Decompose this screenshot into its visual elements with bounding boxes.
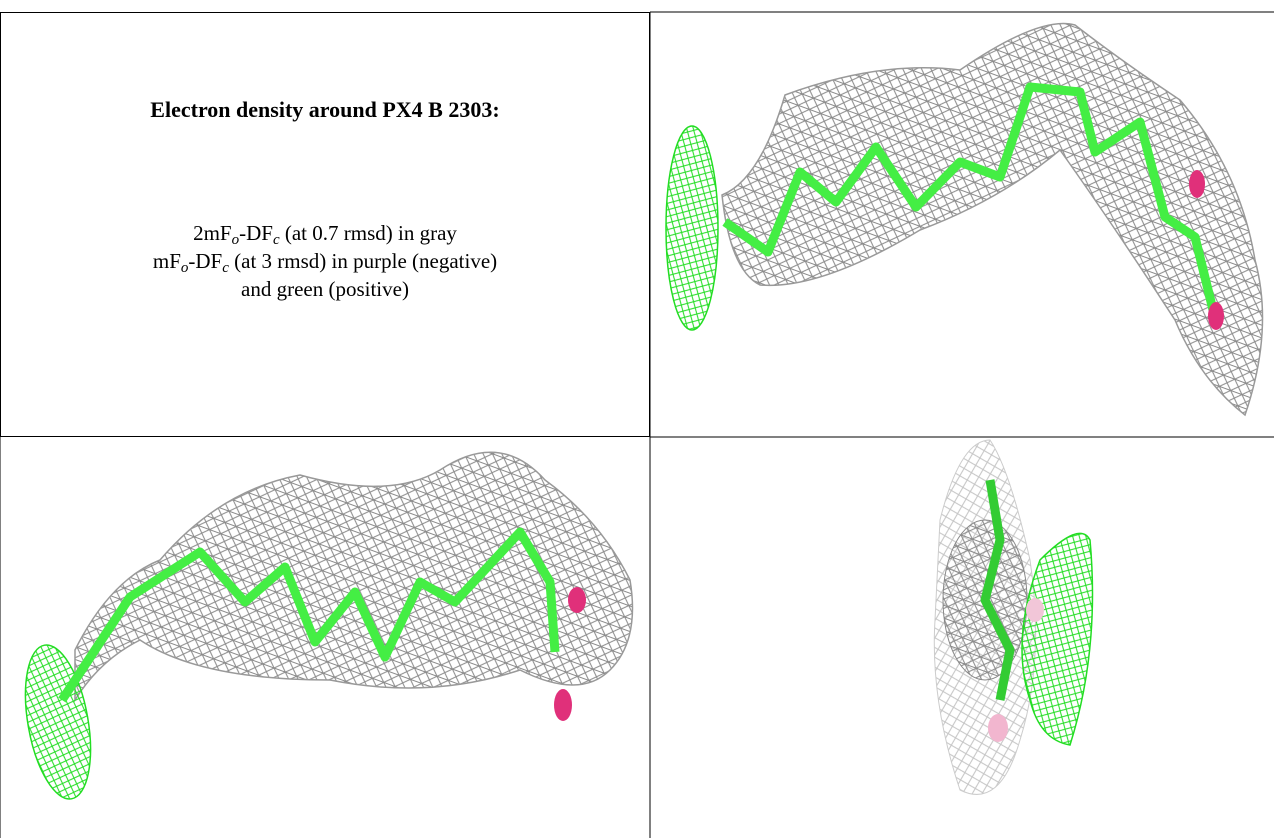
text-cell: Electron density around PX4 B 2303: 2mFo… <box>0 12 650 437</box>
text: mF <box>153 249 181 273</box>
oxygen-atom <box>988 714 1008 742</box>
caption-line: mFo-DFc (at 3 rmsd) in purple (negative) <box>1 247 649 275</box>
caption-line: 2mFo-DFc (at 0.7 rmsd) in gray <box>1 219 649 247</box>
text: (at 0.7 rmsd) in gray <box>280 221 457 245</box>
caption-line: and green (positive) <box>1 275 649 303</box>
oxygen-atom <box>554 689 572 721</box>
text: -DF <box>188 249 222 273</box>
text: (at 3 rmsd) in purple (negative) <box>229 249 497 273</box>
density-view-2 <box>15 452 633 804</box>
text: 2mF <box>193 221 232 245</box>
caption: 2mFo-DFc (at 0.7 rmsd) in gray mFo-DFc (… <box>1 219 649 303</box>
gray-mesh <box>722 23 1263 415</box>
oxygen-atom <box>1208 302 1224 330</box>
title: Electron density around PX4 B 2303: <box>1 97 649 123</box>
text: and green (positive) <box>241 277 409 301</box>
subscript: o <box>232 232 240 248</box>
density-view-1 <box>666 23 1263 415</box>
green-mesh <box>1022 533 1093 745</box>
oxygen-atom <box>1189 170 1205 198</box>
subscript: c <box>273 232 280 248</box>
text: -DF <box>239 221 273 245</box>
page: Electron density around PX4 B 2303: 2mFo… <box>0 0 1274 838</box>
oxygen-atom <box>1026 598 1044 622</box>
oxygen-atom <box>568 587 586 613</box>
subscript: c <box>222 260 229 276</box>
density-view-3 <box>934 440 1092 794</box>
green-mesh <box>666 126 718 330</box>
